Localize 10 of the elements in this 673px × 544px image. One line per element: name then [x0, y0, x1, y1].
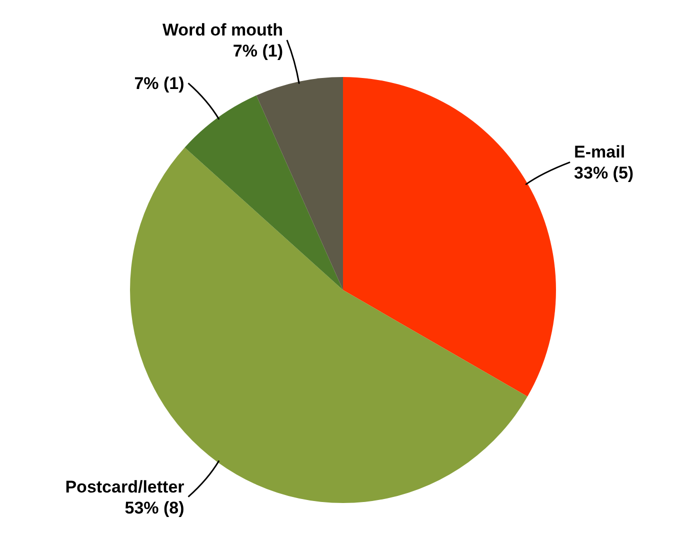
- slice-label: Word of mouth: [162, 20, 283, 40]
- pie-slice: [256, 77, 343, 290]
- pie-slice: [343, 77, 556, 396]
- slice-label: Postcard/letter: [65, 477, 185, 496]
- data-label: 53% (8): [124, 498, 184, 518]
- slice-label: E-mail: [574, 142, 626, 162]
- pie-slice: [184, 95, 343, 290]
- data-label: 7% (1): [232, 41, 283, 60]
- data-label: 7% (1): [134, 74, 184, 94]
- data-label: 33% (5): [574, 164, 634, 183]
